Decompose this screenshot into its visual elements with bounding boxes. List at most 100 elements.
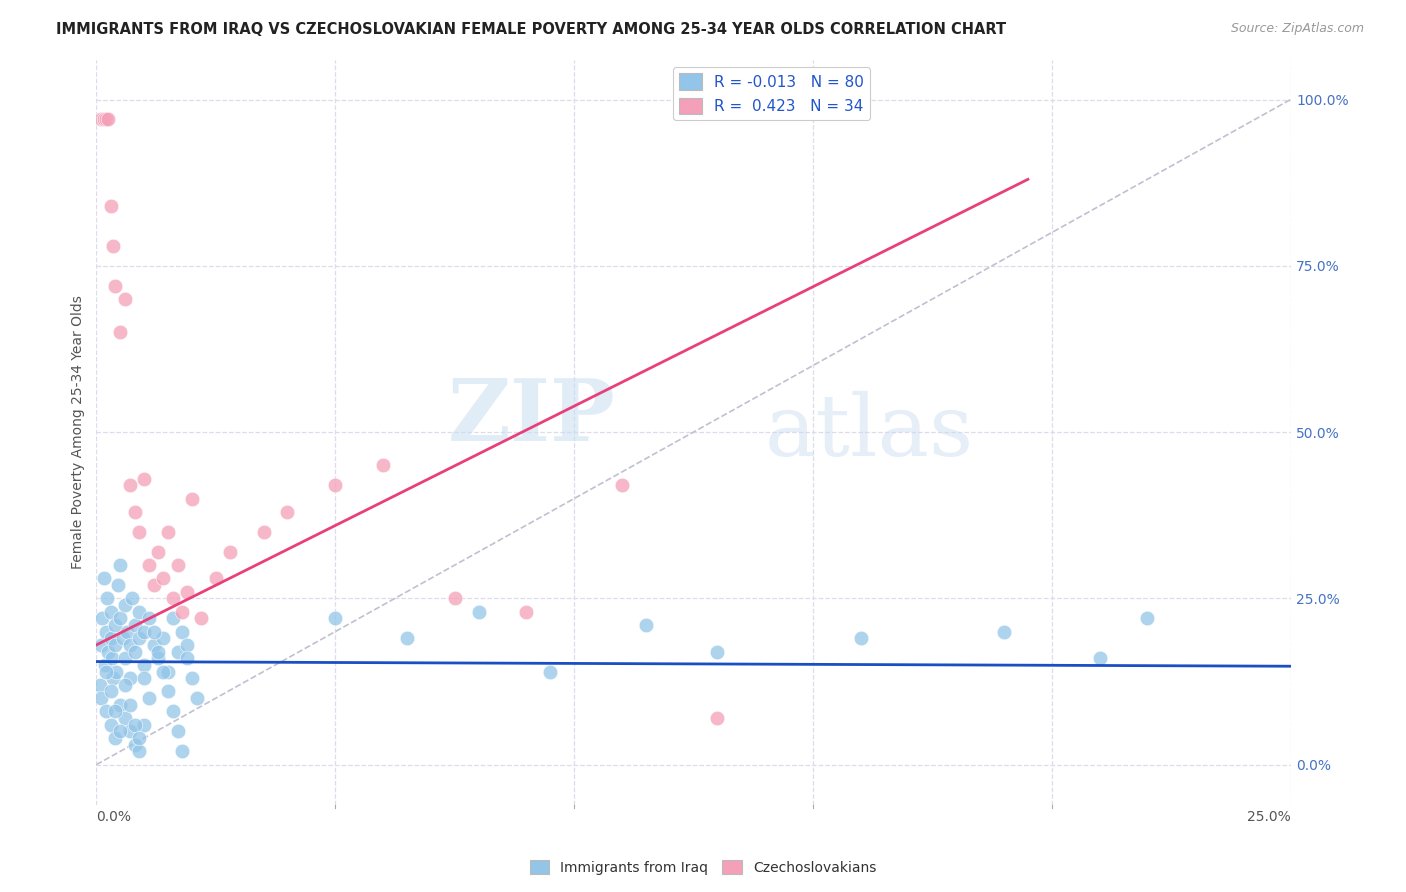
Legend: Immigrants from Iraq, Czechoslovakians: Immigrants from Iraq, Czechoslovakians	[524, 855, 882, 880]
Point	[94, 624, 117, 639]
Point	[148, 651, 170, 665]
Point	[156, 665, 179, 679]
Legend: R = -0.013   N = 80, R =  0.423   N = 34: R = -0.013 N = 80, R = 0.423 N = 34	[672, 67, 870, 120]
Point	[90, 638, 112, 652]
Point	[100, 605, 122, 619]
Point	[111, 632, 134, 646]
Point	[104, 618, 127, 632]
Point	[114, 598, 136, 612]
Point	[610, 478, 633, 492]
Point	[849, 632, 872, 646]
Point	[118, 478, 141, 492]
Point	[219, 545, 242, 559]
Point	[114, 678, 136, 692]
Point	[121, 591, 143, 606]
Point	[634, 618, 657, 632]
Point	[118, 724, 141, 739]
Text: atlas: atlas	[765, 391, 974, 474]
Point	[124, 718, 146, 732]
Point	[176, 651, 198, 665]
Point	[138, 558, 160, 573]
Point	[124, 505, 146, 519]
Point	[1136, 611, 1159, 625]
Point	[252, 524, 274, 539]
Point	[152, 571, 174, 585]
Point	[395, 632, 418, 646]
Point	[89, 678, 111, 692]
Point	[104, 278, 127, 293]
Point	[90, 112, 112, 127]
Point	[138, 691, 160, 706]
Point	[100, 199, 122, 213]
Point	[94, 665, 117, 679]
Point	[94, 112, 117, 127]
Point	[100, 651, 122, 665]
Point	[134, 718, 156, 732]
Point	[706, 711, 728, 725]
Point	[162, 611, 184, 625]
Point	[276, 505, 298, 519]
Point	[101, 239, 124, 253]
Point	[172, 624, 194, 639]
Point	[128, 731, 150, 745]
Point	[142, 624, 165, 639]
Point	[138, 611, 160, 625]
Point	[156, 524, 179, 539]
Text: 25.0%: 25.0%	[1247, 810, 1291, 824]
Point	[114, 292, 136, 306]
Point	[166, 724, 188, 739]
Point	[114, 651, 136, 665]
Point	[100, 632, 122, 646]
Point	[142, 578, 165, 592]
Point	[176, 638, 198, 652]
Point	[134, 671, 156, 685]
Point	[152, 665, 174, 679]
Point	[180, 491, 202, 506]
Point	[162, 591, 184, 606]
Point	[152, 632, 174, 646]
Point	[162, 705, 184, 719]
Point	[91, 611, 114, 625]
Point	[515, 605, 537, 619]
Point	[134, 472, 156, 486]
Point	[90, 691, 112, 706]
Point	[110, 611, 132, 625]
Point	[1088, 651, 1111, 665]
Point	[371, 458, 394, 473]
Point	[110, 698, 132, 712]
Point	[128, 605, 150, 619]
Point	[186, 691, 208, 706]
Point	[101, 671, 124, 685]
Point	[104, 705, 127, 719]
Point	[93, 571, 115, 585]
Point	[323, 478, 346, 492]
Point	[94, 657, 117, 672]
Point	[124, 618, 146, 632]
Point	[118, 638, 141, 652]
Point	[128, 524, 150, 539]
Point	[114, 711, 136, 725]
Point	[104, 731, 127, 745]
Point	[110, 326, 132, 340]
Point	[105, 665, 128, 679]
Point	[100, 684, 122, 698]
Point	[538, 665, 561, 679]
Point	[134, 657, 156, 672]
Y-axis label: Female Poverty Among 25-34 Year Olds: Female Poverty Among 25-34 Year Olds	[72, 295, 86, 569]
Point	[104, 638, 127, 652]
Point	[110, 558, 132, 573]
Text: IMMIGRANTS FROM IRAQ VS CZECHOSLOVAKIAN FEMALE POVERTY AMONG 25-34 YEAR OLDS COR: IMMIGRANTS FROM IRAQ VS CZECHOSLOVAKIAN …	[56, 22, 1007, 37]
Point	[142, 638, 165, 652]
Point	[117, 624, 139, 639]
Point	[96, 591, 118, 606]
Point	[204, 571, 226, 585]
Point	[124, 738, 146, 752]
Point	[110, 724, 132, 739]
Point	[176, 584, 198, 599]
Point	[97, 112, 120, 127]
Text: Source: ZipAtlas.com: Source: ZipAtlas.com	[1230, 22, 1364, 36]
Point	[706, 644, 728, 658]
Point	[100, 718, 122, 732]
Point	[148, 644, 170, 658]
Point	[148, 545, 170, 559]
